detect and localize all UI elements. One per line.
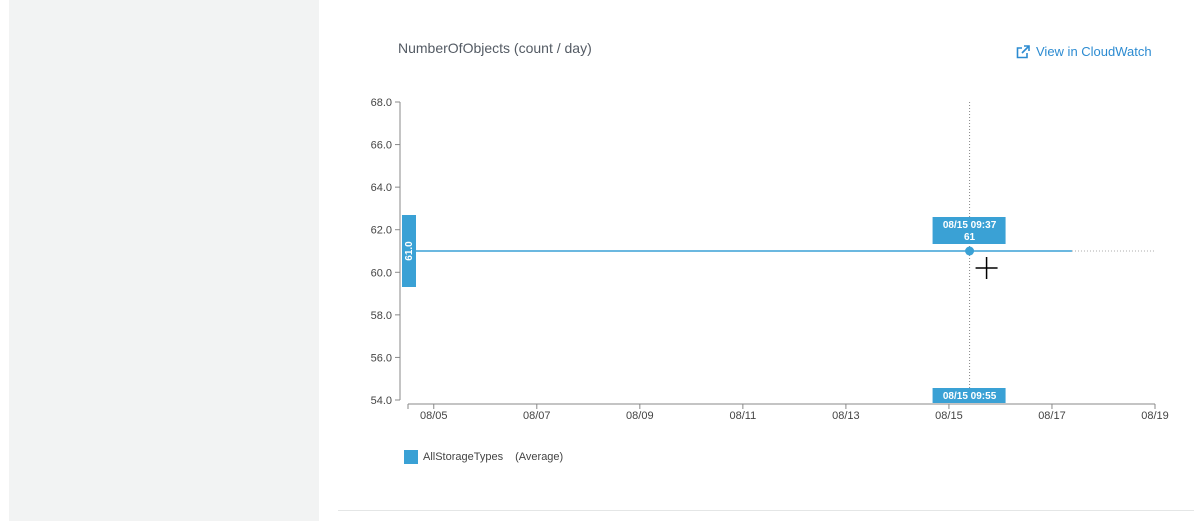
y-tick-label: 62.0 [371,225,392,237]
legend-swatch [404,450,418,464]
y-tick-label: 56.0 [371,352,392,364]
tooltip-value: 61 [964,232,976,243]
view-in-cloudwatch-label: View in CloudWatch [1036,44,1152,59]
view-in-cloudwatch-link[interactable]: View in CloudWatch [1016,44,1152,59]
hover-point [965,246,975,256]
legend-series-name: AllStorageTypes [423,451,504,463]
y-tick-label: 58.0 [371,310,392,322]
chart-title: NumberOfObjects (count / day) [398,40,592,56]
x-tick-label: 08/07 [523,410,551,422]
legend-series-stat: (Average) [515,451,564,463]
y-tick-label: 68.0 [371,97,392,109]
x-tag-label: 08/15 09:55 [943,391,997,402]
divider [338,510,1194,511]
y-axis-hover-marker: 61.0 [402,215,416,287]
legend[interactable]: AllStorageTypes (Average) [404,450,563,464]
x-tick-label: 08/11 [730,410,757,422]
tooltip-date: 08/15 09:37 [943,220,997,231]
y-tick-label: 54.0 [371,395,392,407]
x-tick-label: 08/17 [1038,410,1066,422]
tooltip-box [932,217,1006,244]
crosshair-cursor-icon [975,257,998,279]
x-tick-label: 08/15 [935,410,963,422]
x-tag-box [932,388,1006,403]
x-tick-label: 08/09 [626,410,654,422]
x-tick-label: 08/13 [832,410,860,422]
y-tick-label: 66.0 [371,140,392,152]
left-panel [9,0,319,521]
y-tick-label: 64.0 [371,182,392,194]
chart-card [320,0,1202,521]
x-tick-label: 08/05 [420,410,448,422]
x-axis-hover-tag: 08/15 09:55 [932,388,1006,403]
x-tick-label: 08/19 [1141,410,1169,422]
y-tick-label: 60.0 [371,267,392,279]
y-axis: 54.0 56.0 58.0 60.0 62.0 64.0 66.0 68.0 [371,97,401,407]
x-axis: 08/05 08/07 08/09 08/11 08/13 08/15 08/17 08/19 [407,403,1169,422]
y-marker-label: 61.0 [404,241,415,261]
external-link-icon [1016,44,1030,58]
y-marker-box [402,215,416,287]
